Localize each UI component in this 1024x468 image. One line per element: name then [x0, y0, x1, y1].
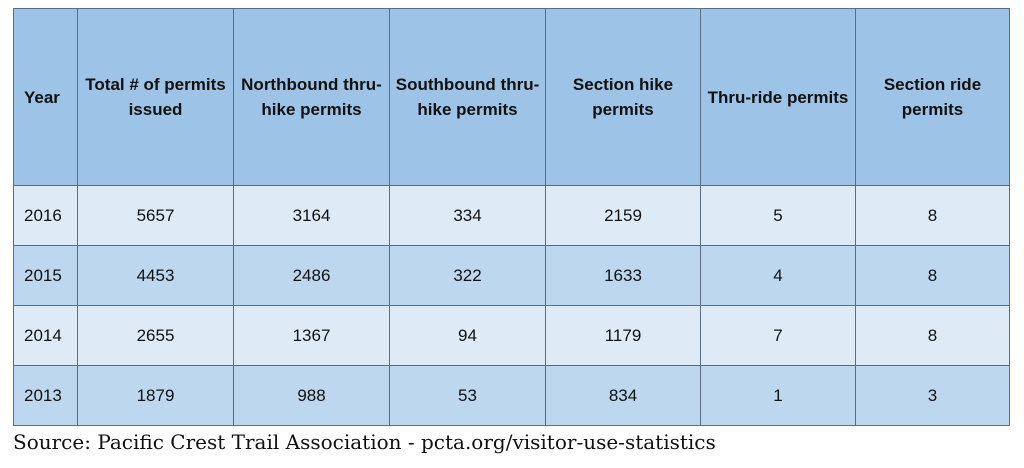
cell-southbound: 94 [389, 305, 546, 366]
header-row: Year Total # of permits issued Northboun… [13, 8, 1010, 186]
cell-year: 2015 [13, 245, 78, 306]
cell-northbound: 3164 [233, 185, 390, 246]
cell-northbound: 1367 [233, 305, 390, 366]
header-section-ride: Section ride permits [855, 8, 1010, 186]
cell-northbound: 988 [233, 365, 390, 426]
table-row: 2015 4453 2486 322 1633 4 8 [13, 245, 1010, 306]
cell-section-hike: 1179 [545, 305, 701, 366]
cell-southbound: 322 [389, 245, 546, 306]
source-caption: Source: Pacific Crest Trail Association … [13, 430, 716, 454]
cell-section-hike: 2159 [545, 185, 701, 246]
header-southbound: Southbound thru-hike permits [389, 8, 546, 186]
table-row: 2014 2655 1367 94 1179 7 8 [13, 305, 1010, 366]
cell-year: 2014 [13, 305, 78, 366]
cell-thru-ride: 7 [700, 305, 856, 366]
cell-southbound: 53 [389, 365, 546, 426]
cell-total: 4453 [77, 245, 234, 306]
cell-section-hike: 834 [545, 365, 701, 426]
cell-thru-ride: 4 [700, 245, 856, 306]
header-northbound: Northbound thru-hike permits [233, 8, 390, 186]
cell-total: 5657 [77, 185, 234, 246]
cell-southbound: 334 [389, 185, 546, 246]
cell-section-ride: 8 [855, 245, 1010, 306]
cell-section-ride: 8 [855, 185, 1010, 246]
cell-section-ride: 3 [855, 365, 1010, 426]
cell-section-hike: 1633 [545, 245, 701, 306]
cell-northbound: 2486 [233, 245, 390, 306]
header-year: Year [13, 8, 78, 186]
cell-total: 2655 [77, 305, 234, 366]
table-row: 2013 1879 988 53 834 1 3 [13, 365, 1010, 426]
cell-thru-ride: 5 [700, 185, 856, 246]
cell-section-ride: 8 [855, 305, 1010, 366]
cell-year: 2016 [13, 185, 78, 246]
header-section-hike: Section hike permits [545, 8, 701, 186]
table-row: 2016 5657 3164 334 2159 5 8 [13, 185, 1010, 246]
cell-year: 2013 [13, 365, 78, 426]
permits-table: Year Total # of permits issued Northboun… [13, 8, 1010, 426]
cell-total: 1879 [77, 365, 234, 426]
header-thru-ride: Thru-ride permits [700, 8, 856, 186]
header-total-permits: Total # of permits issued [77, 8, 234, 186]
cell-thru-ride: 1 [700, 365, 856, 426]
